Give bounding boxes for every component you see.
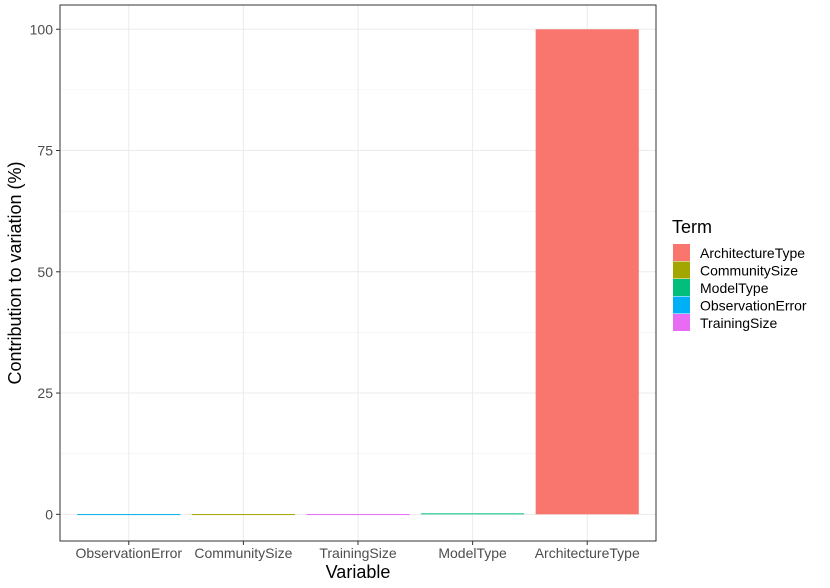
legend-entry-ArchitectureType: ArchitectureType xyxy=(700,245,805,261)
legend-title: Term xyxy=(672,217,712,237)
y-axis: 0 25 50 75 100 xyxy=(30,21,60,522)
y-axis-title: Contribution to variation (%) xyxy=(5,161,25,384)
x-tick-label: CommunitySize xyxy=(194,545,292,561)
bar-ObservationError xyxy=(77,514,181,516)
legend-swatch-ObservationError xyxy=(673,296,690,314)
legend-swatch-ArchitectureType xyxy=(673,244,690,261)
x-axis: ObservationError CommunitySize TrainingSiz… xyxy=(75,541,640,561)
legend-entry-TrainingSize: TrainingSize xyxy=(700,315,778,331)
bar-ArchitectureType xyxy=(535,29,639,515)
legend-swatch-TrainingSize xyxy=(673,314,690,331)
y-tick-label: 0 xyxy=(45,506,53,522)
bars xyxy=(77,29,639,516)
legend-entry-ModelType: ModelType xyxy=(700,280,769,296)
legend: Term ArchitectureType CommunitySizeModelT… xyxy=(672,217,807,331)
y-tick-label: 100 xyxy=(30,21,54,37)
y-tick-label: 50 xyxy=(37,264,53,280)
y-tick-label: 75 xyxy=(37,143,53,159)
y-tick-label: 25 xyxy=(37,385,53,401)
legend-swatch-CommunitySize xyxy=(673,261,690,279)
bar-CommunitySize xyxy=(191,514,295,516)
legend-entry-ObservationError: ObservationError xyxy=(700,298,807,314)
bar-ModelType xyxy=(421,513,525,515)
bar-TrainingSize xyxy=(306,514,410,516)
x-tick-label: ModelType xyxy=(438,545,507,561)
legend-entry-CommunitySize: CommunitySize xyxy=(700,263,798,279)
x-tick-label: TrainingSize xyxy=(319,545,397,561)
x-tick-label: ObservationError xyxy=(75,545,182,561)
x-axis-title: Variable xyxy=(326,562,391,582)
legend-swatch-ModelType xyxy=(673,279,690,296)
x-tick-label: ArchitectureType xyxy=(535,545,640,561)
